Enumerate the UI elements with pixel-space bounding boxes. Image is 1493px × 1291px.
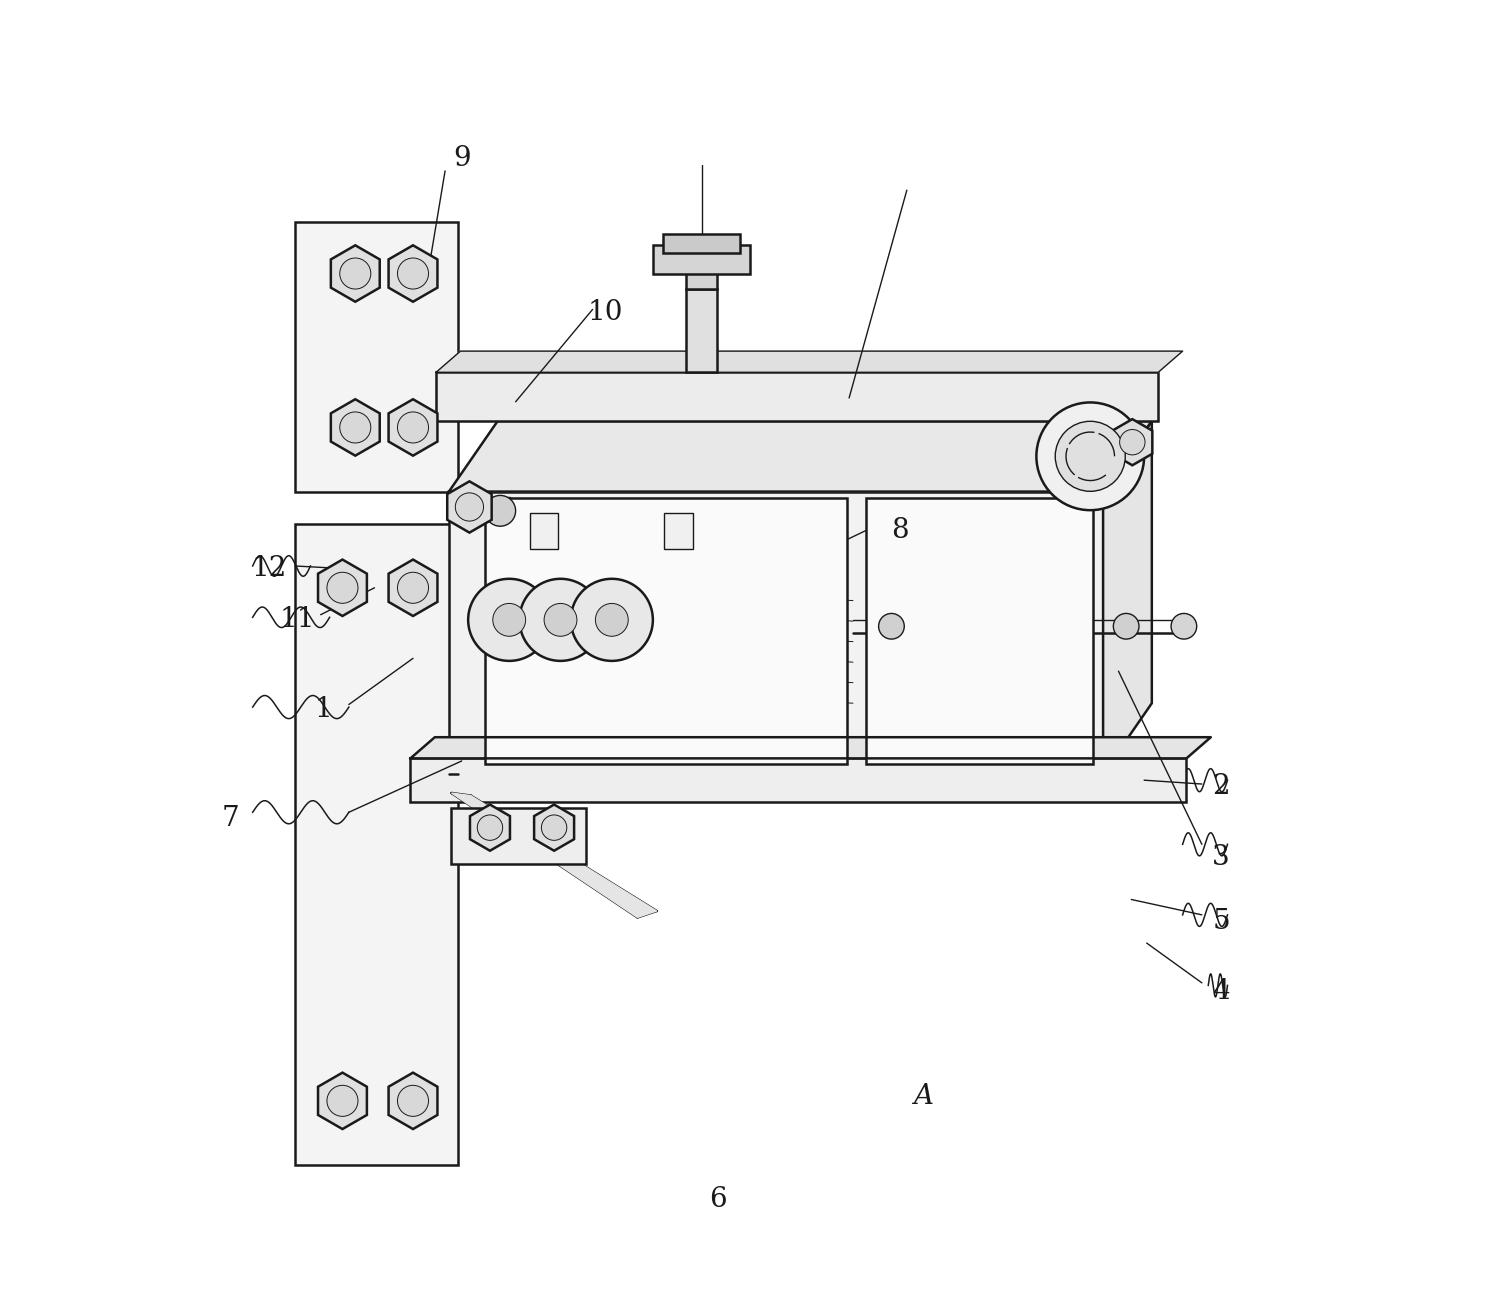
Circle shape	[596, 603, 629, 636]
Polygon shape	[1112, 420, 1153, 465]
Polygon shape	[436, 351, 1182, 372]
Bar	[436, 372, 1159, 421]
Circle shape	[570, 578, 652, 661]
Bar	[296, 524, 458, 1164]
Circle shape	[478, 815, 503, 840]
Bar	[411, 758, 1187, 802]
Circle shape	[520, 578, 602, 661]
Text: 7: 7	[222, 806, 240, 833]
Circle shape	[340, 412, 370, 443]
Circle shape	[340, 258, 370, 289]
Bar	[451, 808, 587, 864]
Bar	[652, 245, 751, 274]
Bar	[296, 222, 458, 492]
Text: A: A	[914, 1083, 933, 1110]
Polygon shape	[318, 1073, 367, 1130]
Bar	[866, 498, 1093, 763]
Polygon shape	[388, 559, 437, 616]
Bar	[449, 492, 1103, 773]
Text: 10: 10	[588, 298, 623, 325]
Bar	[687, 266, 717, 289]
Text: 5: 5	[1212, 908, 1230, 935]
Polygon shape	[534, 804, 575, 851]
Circle shape	[1114, 613, 1139, 639]
Text: 6: 6	[709, 1186, 727, 1214]
Polygon shape	[451, 793, 657, 918]
Polygon shape	[388, 1073, 437, 1130]
Bar	[530, 514, 558, 549]
Polygon shape	[388, 399, 437, 456]
Circle shape	[1056, 421, 1126, 492]
Text: 8: 8	[891, 516, 909, 544]
Circle shape	[878, 613, 905, 639]
Text: 2: 2	[1212, 773, 1230, 800]
Bar	[663, 234, 741, 253]
Bar	[687, 289, 717, 372]
Circle shape	[1120, 430, 1145, 454]
Polygon shape	[448, 482, 491, 533]
Text: 11: 11	[279, 607, 315, 634]
Circle shape	[542, 815, 567, 840]
Polygon shape	[331, 399, 379, 456]
Circle shape	[327, 572, 358, 603]
Circle shape	[543, 603, 576, 636]
Text: 3: 3	[1212, 843, 1230, 870]
Polygon shape	[318, 559, 367, 616]
Circle shape	[469, 578, 551, 661]
Circle shape	[397, 258, 428, 289]
Text: 12: 12	[252, 555, 287, 582]
Polygon shape	[331, 245, 379, 302]
Circle shape	[455, 493, 484, 522]
Circle shape	[397, 572, 428, 603]
Text: 1: 1	[315, 696, 331, 723]
Circle shape	[493, 603, 526, 636]
Circle shape	[1036, 403, 1144, 510]
Polygon shape	[449, 421, 1151, 492]
Bar	[664, 514, 693, 549]
Circle shape	[485, 496, 515, 527]
Polygon shape	[388, 245, 437, 302]
Text: 9: 9	[452, 145, 470, 172]
Polygon shape	[411, 737, 1211, 758]
Circle shape	[1171, 613, 1197, 639]
Circle shape	[397, 1086, 428, 1117]
Bar	[460, 497, 511, 510]
Circle shape	[397, 412, 428, 443]
Polygon shape	[1103, 421, 1151, 773]
Text: 4: 4	[1212, 979, 1230, 1006]
Polygon shape	[470, 804, 511, 851]
Bar	[485, 498, 847, 763]
Circle shape	[327, 1086, 358, 1117]
